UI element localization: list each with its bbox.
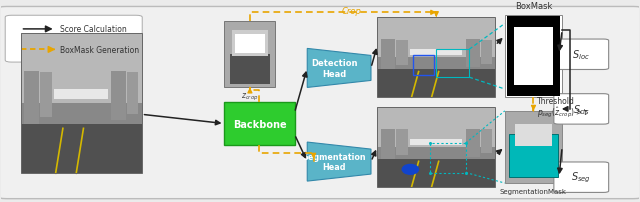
Polygon shape xyxy=(307,142,371,181)
Bar xyxy=(396,40,408,66)
Text: $S_{cls}$: $S_{cls}$ xyxy=(573,102,590,116)
Text: SegmentationMask: SegmentationMask xyxy=(500,188,567,194)
Bar xyxy=(381,40,395,70)
Bar xyxy=(225,22,275,88)
Bar xyxy=(378,107,495,151)
Bar xyxy=(413,56,434,75)
FancyBboxPatch shape xyxy=(5,16,142,63)
Bar xyxy=(40,73,52,118)
FancyBboxPatch shape xyxy=(554,40,609,70)
Bar xyxy=(378,18,495,62)
Text: Detection
Head: Detection Head xyxy=(311,59,357,78)
Bar xyxy=(232,31,268,56)
Bar xyxy=(111,71,126,120)
Bar xyxy=(436,50,469,78)
Text: BoxMask Generation: BoxMask Generation xyxy=(60,46,139,55)
Text: $z_{crop}$: $z_{crop}$ xyxy=(241,92,259,103)
Bar xyxy=(235,35,265,54)
FancyBboxPatch shape xyxy=(554,94,609,124)
Bar xyxy=(20,124,141,174)
Bar xyxy=(127,73,138,115)
Bar xyxy=(378,159,495,187)
Bar xyxy=(505,111,562,183)
Bar xyxy=(381,129,395,159)
Bar xyxy=(378,58,495,72)
Bar xyxy=(515,124,552,146)
Text: BoxMask: BoxMask xyxy=(515,2,552,11)
Bar xyxy=(20,34,141,174)
FancyBboxPatch shape xyxy=(0,7,640,199)
Bar xyxy=(514,28,553,86)
Bar xyxy=(20,104,141,129)
Bar xyxy=(24,71,38,124)
Bar xyxy=(378,147,495,162)
Bar xyxy=(481,40,492,64)
Bar xyxy=(378,18,495,98)
FancyBboxPatch shape xyxy=(554,162,609,193)
Bar xyxy=(230,55,270,85)
Bar xyxy=(466,129,480,157)
Bar xyxy=(505,16,562,98)
Bar xyxy=(396,130,408,155)
Text: $p_{seg}(\hat{z}_{crop}) > \tau$: $p_{seg}(\hat{z}_{crop}) > \tau$ xyxy=(537,105,589,120)
Bar xyxy=(54,89,108,99)
Bar xyxy=(410,50,462,56)
Bar xyxy=(481,130,492,154)
Polygon shape xyxy=(307,49,371,88)
Ellipse shape xyxy=(401,164,419,175)
Text: Score Calculation: Score Calculation xyxy=(60,25,127,34)
Text: Threshold: Threshold xyxy=(537,96,575,105)
Text: $S_{loc}$: $S_{loc}$ xyxy=(572,48,590,62)
Bar xyxy=(410,139,462,145)
Bar xyxy=(466,40,480,67)
Text: Crop: Crop xyxy=(342,7,362,16)
Text: Segmentation
Head: Segmentation Head xyxy=(302,152,366,171)
Bar xyxy=(378,107,495,187)
Bar xyxy=(378,70,495,98)
Text: Backbone: Backbone xyxy=(233,119,286,129)
Bar xyxy=(509,134,557,177)
Bar xyxy=(508,17,559,97)
Text: $S_{seg}$: $S_{seg}$ xyxy=(572,170,591,184)
Bar xyxy=(225,103,294,145)
Bar xyxy=(20,34,141,110)
